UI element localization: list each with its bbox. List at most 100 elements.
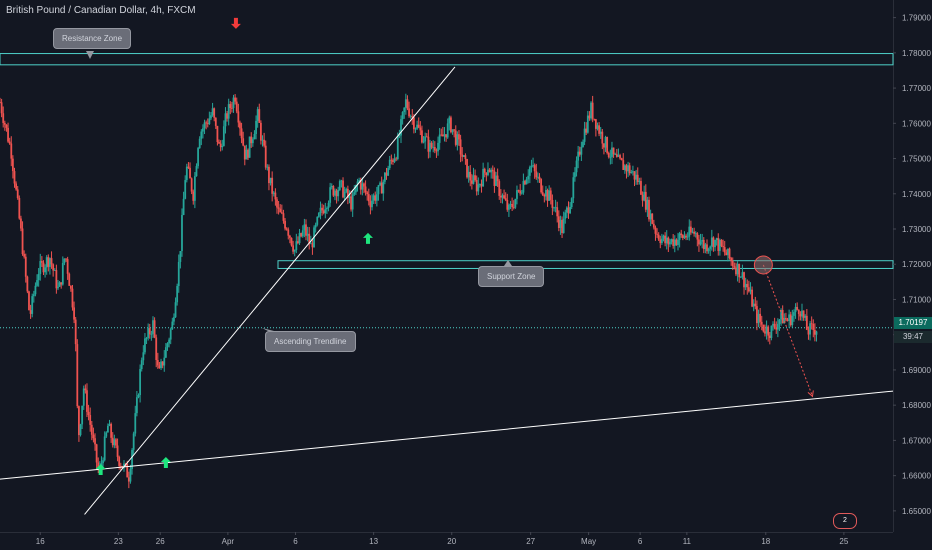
resistance-zone — [0, 53, 894, 66]
time-tick-label: 27 — [526, 537, 535, 546]
candle-body — [632, 171, 634, 173]
time-tick-label: 18 — [761, 537, 770, 546]
candle-body — [390, 159, 393, 161]
candle-body — [71, 288, 74, 308]
chart-title: British Pound / Canadian Dollar, 4h, FXC… — [6, 5, 196, 16]
candle-body — [677, 239, 679, 245]
candle-body — [488, 169, 491, 173]
candle-body — [263, 139, 266, 146]
highlight-circle — [753, 255, 773, 275]
candle-body — [785, 318, 787, 320]
candle-body — [285, 228, 288, 230]
candle-body — [422, 141, 425, 143]
candle-body — [5, 124, 8, 128]
candle-body — [577, 151, 580, 161]
candle-body — [419, 127, 422, 131]
candle-body — [305, 224, 307, 236]
candle-body — [332, 186, 335, 196]
candle-body — [321, 207, 323, 211]
candle-body — [506, 200, 509, 210]
candle-body — [247, 149, 249, 158]
support-label-pointer — [504, 260, 512, 266]
candle-body — [395, 158, 398, 160]
candle-body — [11, 158, 14, 172]
candle-body — [200, 131, 203, 139]
candle-body — [688, 226, 691, 237]
candle-body — [546, 190, 549, 201]
candle-body — [622, 160, 625, 170]
candle-body — [317, 213, 320, 217]
tradingview-logo-icon: 2 — [833, 513, 857, 529]
candle-body — [652, 223, 655, 228]
candle-body — [588, 115, 591, 119]
candle-body — [667, 237, 670, 245]
candle-body — [408, 108, 410, 117]
candle-body — [251, 139, 254, 144]
candle-body — [603, 143, 605, 148]
candle-body — [570, 198, 573, 208]
candle-body — [39, 261, 42, 274]
candle-body — [171, 321, 174, 330]
candle-body — [479, 183, 481, 185]
ascending-trendline-label[interactable]: Ascending Trendline — [265, 331, 356, 352]
price-tick-label: 1.67000 — [902, 436, 931, 445]
candle-body — [567, 207, 570, 214]
time-axis[interactable]: 16 23 26 Apr 6 13 20 27 May 6 11 18 25 — [36, 532, 849, 546]
candle-body — [45, 257, 48, 268]
candle-body — [561, 219, 563, 234]
candle-body — [60, 282, 63, 285]
candle-body — [375, 194, 378, 201]
candle-body — [738, 263, 741, 278]
candle-body — [337, 189, 340, 197]
candle-body — [329, 187, 332, 203]
candle-body — [95, 444, 98, 463]
candle-body — [288, 235, 291, 238]
candle-body — [445, 134, 447, 138]
candle-body — [269, 177, 272, 184]
candle-body — [813, 329, 816, 335]
candle-body — [765, 326, 768, 334]
candle-body — [272, 192, 275, 194]
candle-body — [727, 248, 729, 256]
candle-body — [383, 172, 386, 182]
candle-body — [21, 228, 24, 254]
candle-body — [680, 233, 683, 236]
candle-body — [685, 235, 687, 238]
candle-body — [794, 306, 797, 313]
candle-body — [105, 432, 108, 437]
candle-body — [498, 181, 501, 196]
candle-body — [0, 102, 3, 114]
candle-body — [49, 258, 51, 267]
candle-body — [282, 213, 285, 221]
candle-body — [657, 234, 660, 240]
candle-body — [292, 245, 295, 252]
candle-body — [366, 192, 369, 195]
candle-body — [791, 315, 794, 326]
candle-body — [612, 147, 615, 155]
bar-countdown-tag: 39:47 — [894, 331, 932, 343]
candle-body — [735, 267, 737, 275]
candle-body — [369, 201, 372, 208]
candle-body — [161, 361, 164, 366]
candle-body — [295, 241, 298, 250]
support-zone-label[interactable]: Support Zone — [478, 266, 545, 287]
candle-body — [345, 188, 348, 192]
candle-body — [437, 142, 439, 152]
candle-body — [144, 338, 146, 353]
candle-body — [10, 143, 13, 159]
candle-body — [427, 136, 430, 152]
candle-body — [131, 449, 133, 470]
resistance-zone-label[interactable]: Resistance Zone — [53, 28, 132, 49]
candle-body — [599, 131, 602, 134]
candle-body — [103, 436, 106, 461]
candle-body — [300, 233, 303, 237]
candle-body — [702, 239, 705, 250]
candle-body — [617, 155, 620, 157]
price-tick-label: 1.73000 — [902, 225, 931, 234]
candle-body — [189, 167, 191, 179]
candle-body — [511, 204, 514, 208]
candle-body — [57, 286, 59, 289]
candle-body — [487, 169, 489, 176]
